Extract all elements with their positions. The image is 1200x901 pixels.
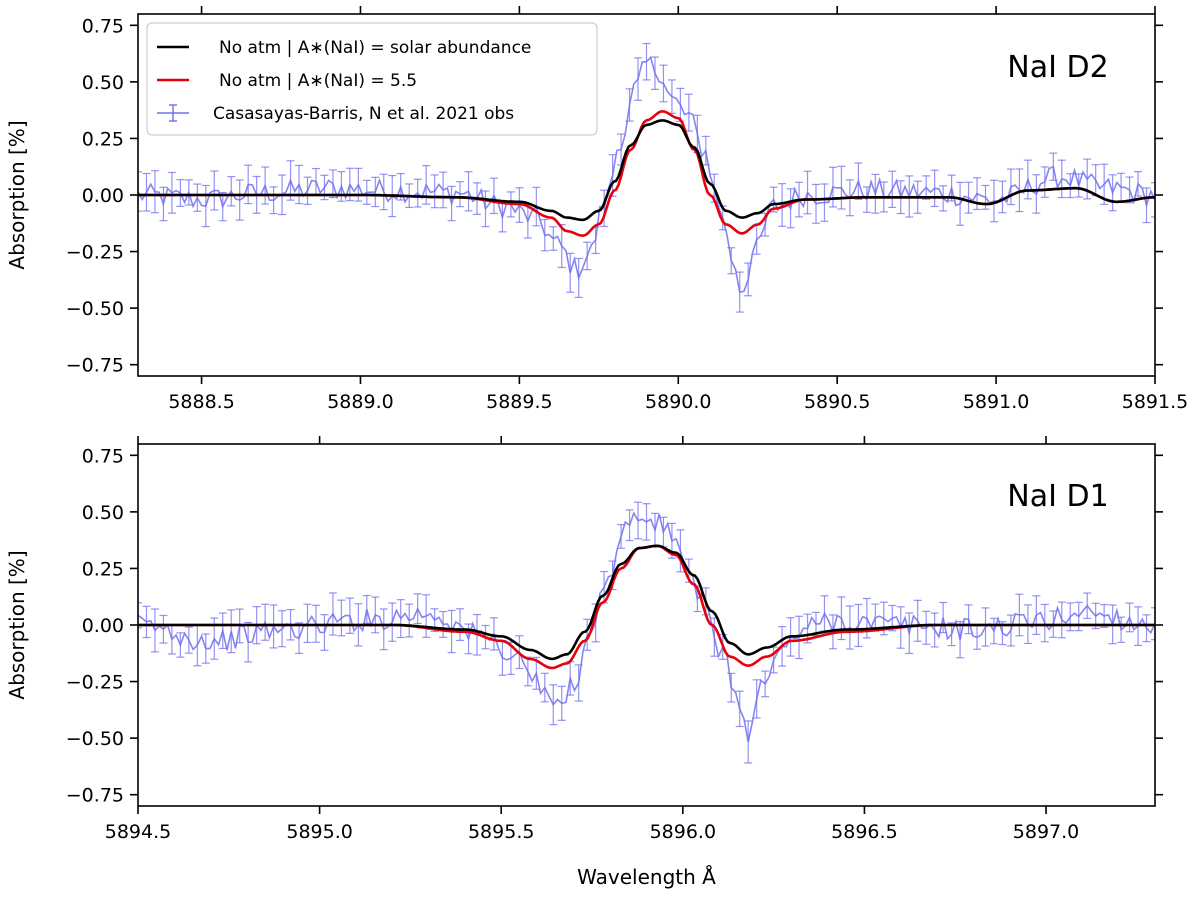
panel-1-ylabel: Absorption [%] — [5, 120, 29, 269]
panel-2-xtick-label: 5895.5 — [468, 821, 534, 843]
legend-label-2: No atm | A∗(NaI) = 5.5 — [219, 71, 417, 91]
panel-2-title: NaI D1 — [1007, 479, 1108, 514]
panel-2-obs-errorbars — [138, 501, 1155, 764]
panel-1-xtick-label: 5891.5 — [1122, 391, 1188, 413]
panel-1-xtick-label: 5889.5 — [486, 391, 552, 413]
panel-2-xtick-label: 5895.0 — [286, 821, 352, 843]
panel-1-ytick-label: 0.25 — [82, 128, 124, 150]
panel-1-ytick-label: 0.50 — [82, 72, 124, 94]
panel-1-ytick-label: 0.00 — [82, 185, 124, 207]
legend-box — [146, 22, 598, 136]
panel-1-ytick-label: −0.50 — [66, 298, 124, 320]
panel-2-series-solar — [138, 544, 1155, 661]
panel-2-xlabel: Wavelength Å — [577, 865, 716, 889]
panel-1-ytick-label: −0.75 — [66, 355, 124, 377]
panel-2-ytick-label: 0.00 — [82, 615, 124, 637]
panel-1-title: NaI D2 — [1007, 50, 1108, 85]
panel-1-xtick-label: 5890.5 — [804, 391, 870, 413]
panel-2-xtick-label: 5894.5 — [105, 821, 171, 843]
legend-label-1: No atm | A∗(NaI) = solar abundance — [219, 38, 531, 58]
panel-1-xtick-label: 5888.5 — [168, 391, 234, 413]
panel-1-xtick-label: 5890.0 — [645, 391, 711, 413]
panel-2-ytick-label: 0.75 — [82, 445, 124, 467]
panel-2-ytick-label: −0.50 — [66, 728, 124, 750]
panel-2-ytick-label: −0.25 — [66, 672, 124, 694]
panel-1-ytick-label: 0.75 — [82, 15, 124, 37]
panel-2-ytick-label: 0.25 — [82, 558, 124, 580]
panel-1-xtick-label: 5891.0 — [963, 391, 1029, 413]
panel-2-xtick-label: 5896.0 — [650, 821, 716, 843]
panel-1-ytick-label: −0.25 — [66, 242, 124, 264]
panel-1-series-obs — [138, 55, 1155, 294]
panel-2-ylabel: Absorption [%] — [5, 550, 29, 699]
panel-2-series-obs — [138, 511, 1155, 743]
panel-2-ytick-label: 0.50 — [82, 502, 124, 524]
panel-1-series-solar — [138, 119, 1155, 222]
panel-2-xtick-label: 5896.5 — [831, 821, 897, 843]
panel-2-ytick-label: −0.75 — [66, 785, 124, 807]
legend-label-3: Casasayas-Barris, N et al. 2021 obs — [213, 104, 514, 124]
panel-2-series-55 — [138, 544, 1155, 670]
panel-2-xtick-label: 5897.0 — [1013, 821, 1079, 843]
panel-1-xtick-label: 5889.0 — [327, 391, 393, 413]
